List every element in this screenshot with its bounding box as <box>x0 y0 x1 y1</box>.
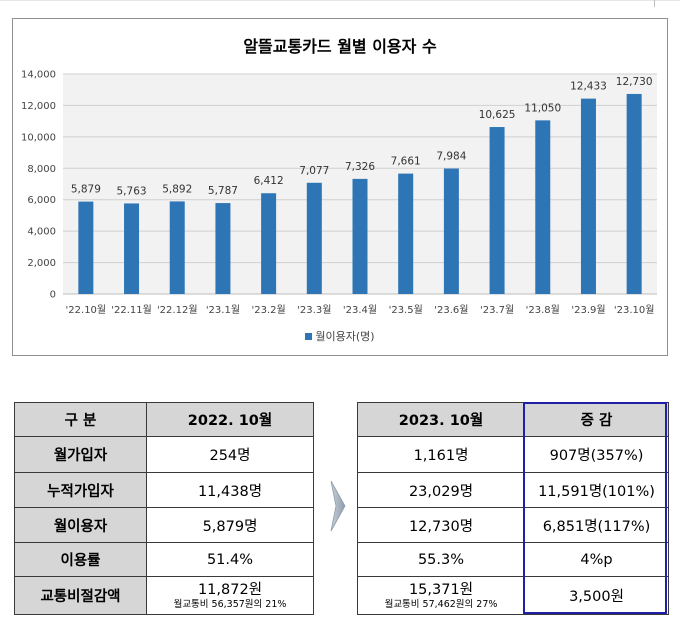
table-row: 55.3% 4%p <box>357 542 669 577</box>
right-table-header-row: 2023. 10월 증 감 <box>357 402 669 437</box>
row-value: 1,161명 <box>357 436 525 473</box>
table-row: 15,371원 월교통비 57,462원의 27% 3,500원 <box>357 576 669 615</box>
table-row: 월가입자 254명 <box>14 436 314 473</box>
header-2023-10: 2023. 10월 <box>357 402 525 437</box>
x-tick-label: '23.7월 <box>480 304 514 316</box>
bar <box>124 203 140 294</box>
data-label: 5,763 <box>117 185 147 197</box>
bar <box>352 178 368 294</box>
row-change: 907명(357%) <box>524 436 669 473</box>
x-tick-label: '23.5월 <box>389 304 423 316</box>
data-label: 12,433 <box>570 81 607 93</box>
row-value: 11,438명 <box>146 472 314 508</box>
bar <box>489 127 505 295</box>
row-value: 12,730명 <box>357 507 525 543</box>
data-label: 7,661 <box>391 156 421 168</box>
bar <box>443 168 459 294</box>
top-rule-tick <box>654 0 655 7</box>
table-row: 교통비절감액 11,872원 월교통비 56,357원의 21% <box>14 576 314 615</box>
x-tick-label: '23.2월 <box>252 304 286 316</box>
x-tick-label: '23.10월 <box>614 304 655 316</box>
row-change: 11,591명(101%) <box>524 472 669 508</box>
table-row: 이용률 51.4% <box>14 542 314 577</box>
data-label: 5,879 <box>71 184 101 196</box>
bar <box>78 201 94 294</box>
bar <box>169 201 185 294</box>
data-label: 11,050 <box>524 102 561 114</box>
x-tick-label: '22.10월 <box>66 304 107 316</box>
y-tick-label: 14,000 <box>21 70 56 81</box>
data-label: 12,730 <box>616 76 653 88</box>
bar <box>306 182 322 294</box>
data-label: 7,326 <box>345 161 375 173</box>
data-label: 5,892 <box>162 183 192 195</box>
chart-frame: 알뜰교통카드 월별 이용자 수 0 2,000 4,000 6,000 8,000 10,… <box>12 18 668 356</box>
table-row: 1,161명 907명(357%) <box>357 436 669 473</box>
x-tick-label: '23.8월 <box>526 304 560 316</box>
bar-chart: 0 2,000 4,000 6,000 8,000 10,000 12,000 14,000 5… <box>21 70 657 316</box>
y-tick-label: 4,000 <box>27 227 56 238</box>
x-tick-label: '23.9월 <box>571 304 605 316</box>
header-category: 구 분 <box>14 402 147 437</box>
legend-swatch <box>305 333 313 340</box>
row-value-with-note: 15,371원 월교통비 57,462원의 27% <box>357 576 525 615</box>
bar <box>626 93 642 294</box>
bar <box>215 203 231 294</box>
row-label: 월가입자 <box>14 436 147 473</box>
x-tick-label: '22.12월 <box>157 304 198 316</box>
top-rule <box>0 0 680 7</box>
header-2022-10: 2022. 10월 <box>146 402 314 437</box>
x-tick-label: '23.6월 <box>434 304 468 316</box>
row-label: 이용률 <box>14 542 147 577</box>
row-label: 누적가입자 <box>14 472 147 508</box>
data-label: 10,625 <box>479 109 516 121</box>
y-tick-label: 6,000 <box>27 195 56 206</box>
chart-title: 알뜰교통카드 월별 이용자 수 <box>243 37 437 56</box>
y-tick-label: 8,000 <box>27 164 56 175</box>
row-value: 5,879명 <box>146 507 314 543</box>
y-tick-label: 10,000 <box>21 132 56 143</box>
x-tick-label: '22.11월 <box>111 304 152 316</box>
x-tick-label: '23.1월 <box>206 304 240 316</box>
legend-label: 월이용자(명) <box>315 330 375 343</box>
y-tick-label: 2,000 <box>27 258 56 269</box>
row-change: 3,500원 <box>524 576 669 615</box>
left-table-header-row: 구 분 2022. 10월 <box>14 402 314 437</box>
chart-legend: 월이용자(명) <box>13 328 667 344</box>
y-tick-label: 0 <box>50 290 56 301</box>
table-row: 23,029명 11,591명(101%) <box>357 472 669 508</box>
row-value: 55.3% <box>357 542 525 577</box>
data-label: 5,787 <box>208 185 238 197</box>
left-summary-table: 구 분 2022. 10월 월가입자 254명 누적가입자 11,438명 월이… <box>14 402 314 615</box>
y-tick-label: 12,000 <box>21 101 56 112</box>
right-arrow-icon <box>330 480 346 532</box>
data-label: 6,412 <box>254 175 284 187</box>
row-label: 월이용자 <box>14 507 147 543</box>
row-value: 51.4% <box>146 542 314 577</box>
row-change: 4%p <box>524 542 669 577</box>
row-label: 교통비절감액 <box>14 576 147 615</box>
row-value-with-note: 11,872원 월교통비 56,357원의 21% <box>146 576 314 615</box>
table-row: 월이용자 5,879명 <box>14 507 314 543</box>
row-change: 6,851명(117%) <box>524 507 669 543</box>
data-label: 7,077 <box>299 165 329 177</box>
header-change: 증 감 <box>524 402 669 437</box>
bar <box>398 173 414 294</box>
row-value: 15,371원 <box>408 581 474 598</box>
right-summary-table: 2023. 10월 증 감 1,161명 907명(357%) 23,029명 … <box>357 402 669 615</box>
row-note: 월교통비 56,357원의 21% <box>173 598 287 610</box>
x-tick-label: '23.4월 <box>343 304 377 316</box>
x-tick-label: '23.3월 <box>297 304 331 316</box>
row-value: 254명 <box>146 436 314 473</box>
data-label: 7,984 <box>436 151 466 163</box>
table-row: 누적가입자 11,438명 <box>14 472 314 508</box>
row-value: 23,029명 <box>357 472 525 508</box>
row-value: 11,872원 <box>197 581 263 598</box>
row-note: 월교통비 57,462원의 27% <box>384 598 498 610</box>
bar <box>580 98 596 294</box>
table-row: 12,730명 6,851명(117%) <box>357 507 669 543</box>
bar <box>535 120 551 294</box>
bar <box>261 193 277 294</box>
